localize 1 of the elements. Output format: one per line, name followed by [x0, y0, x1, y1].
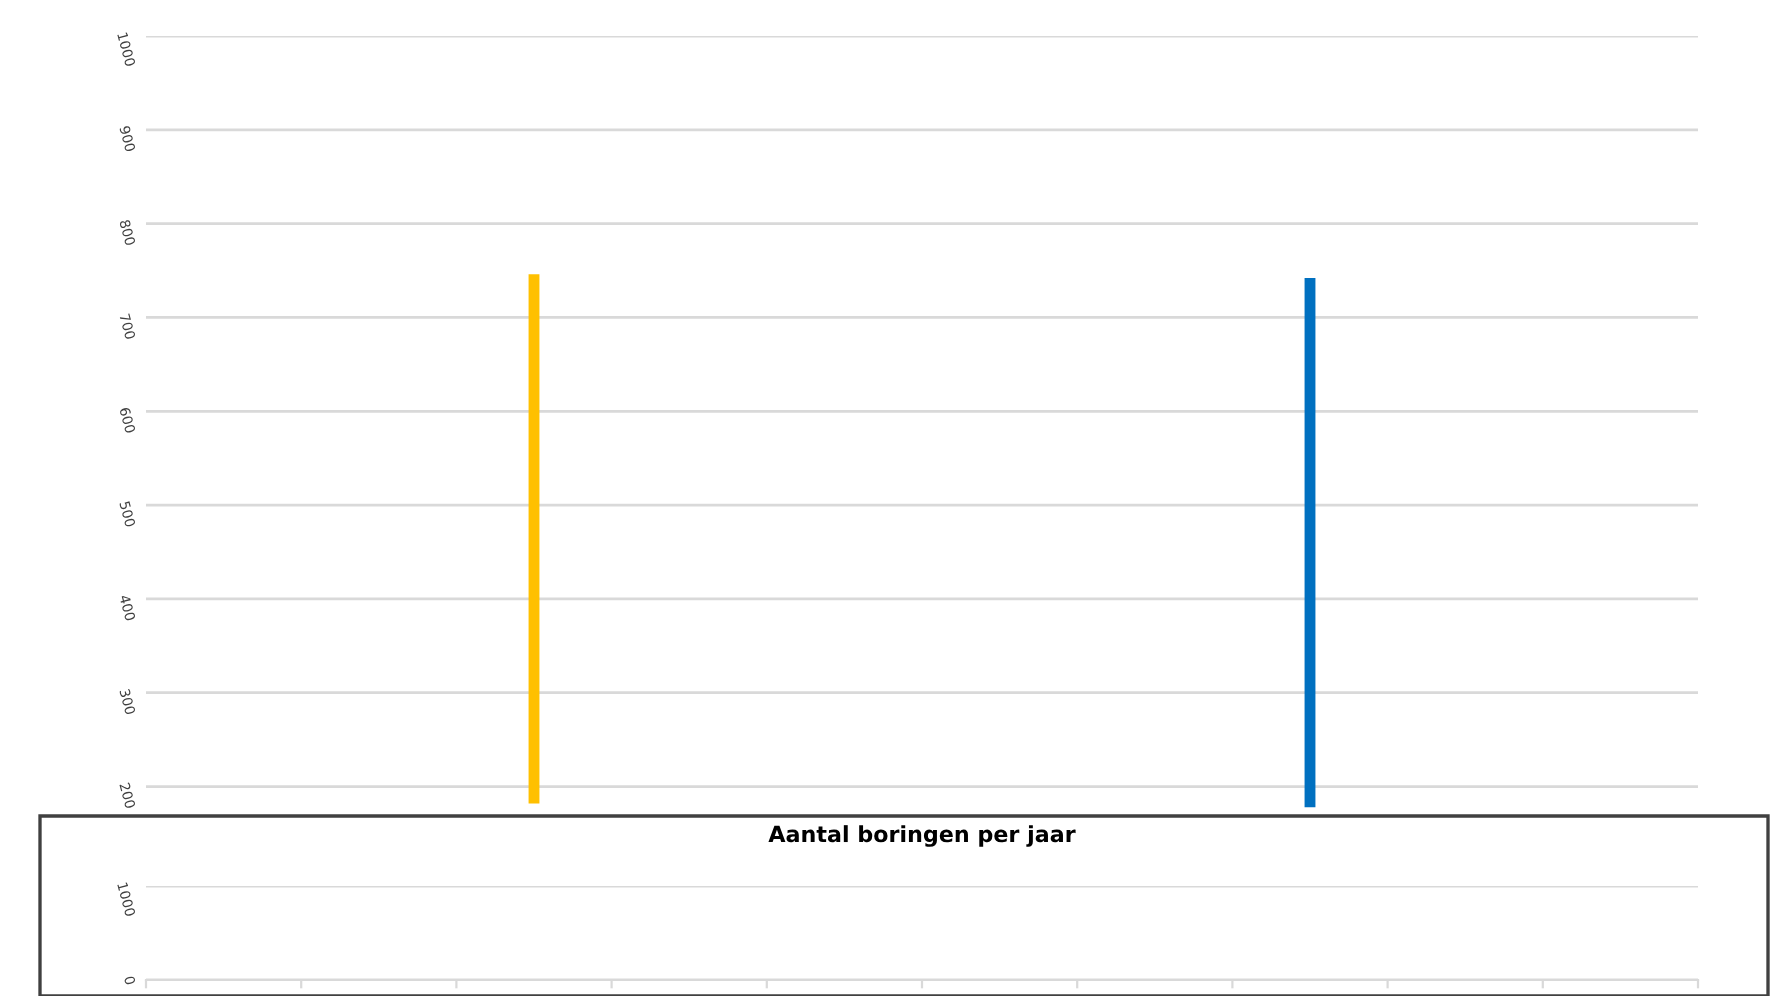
- chart-title: Aantal boringen per jaar: [768, 825, 1076, 847]
